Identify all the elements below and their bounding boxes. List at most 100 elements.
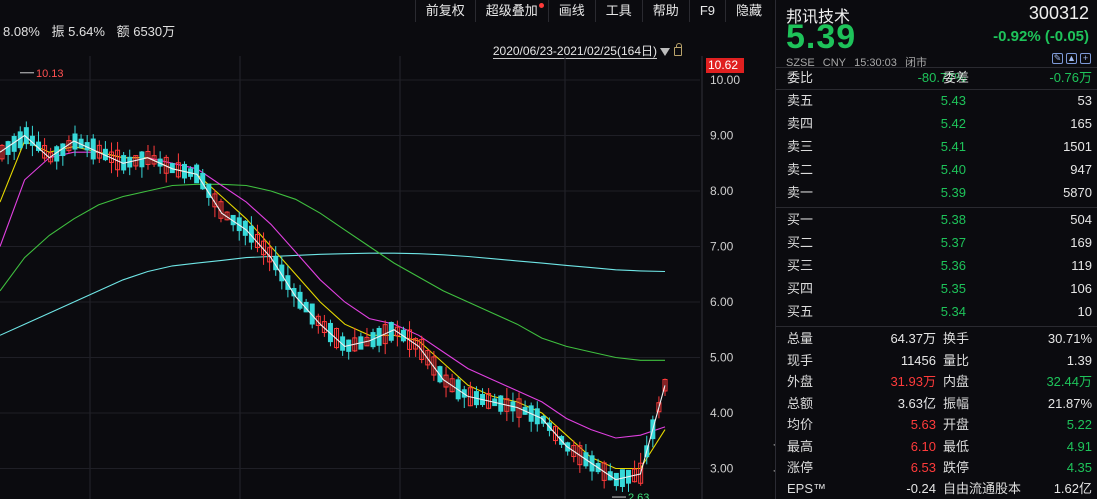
candle-body	[327, 322, 333, 343]
candle-body	[212, 193, 218, 208]
bid-row[interactable]: 买一 5.38 504	[776, 208, 1097, 232]
stats-row: 均价 5.63 开盘 5.22	[776, 414, 1097, 436]
stat-value: 5.63	[910, 417, 936, 432]
y-tick-label: 9.00	[710, 129, 734, 143]
add-icon[interactable]: +	[1080, 53, 1091, 64]
stat-value: -0.24	[906, 481, 936, 496]
ask-label: 卖四	[787, 116, 814, 131]
candle-body	[443, 374, 449, 388]
candle-body	[261, 240, 267, 256]
ask-label: 卖二	[787, 162, 814, 177]
candle-body	[0, 144, 5, 160]
ask-row[interactable]: 卖五 5.43 53	[776, 89, 1097, 113]
stat-label: 最高	[787, 438, 814, 454]
stats-row: 外盘 31.93万 内盘 32.44万	[776, 371, 1097, 393]
kline-chart-canvas[interactable]: 10.00 9.00 8.00 7.00 6.00 5.00 4.00 3.00 10.13 2.…	[0, 56, 772, 499]
candle-body	[601, 462, 607, 481]
candle-body	[303, 301, 309, 313]
notification-dot-icon	[538, 3, 544, 8]
stat-value: 6.10	[910, 438, 936, 454]
candle-body	[291, 287, 297, 297]
candle-body	[309, 303, 315, 325]
stat-label: 总额	[787, 395, 814, 411]
toolbar-draw-line-button[interactable]: 画线	[547, 0, 595, 22]
candle-body	[449, 378, 455, 393]
stat-label: 现手	[787, 352, 814, 368]
divider	[776, 89, 1097, 90]
toolbar-forward-adjust-button[interactable]: 前复权	[414, 0, 475, 22]
kline-chart-panel[interactable]: 前复权 超级叠加 画线 工具 帮助 F9 隐藏 8.08% 振 5.64% 额 …	[0, 0, 772, 499]
bid-row[interactable]: 买二 5.37 169	[776, 231, 1097, 255]
stat-label: 最低	[943, 438, 970, 454]
candle-body	[334, 328, 340, 349]
price-change: -0.92% (-0.05)	[993, 28, 1089, 45]
stat-value: 4.35	[1066, 460, 1092, 475]
bid-label: 买一	[787, 212, 814, 227]
stats-row: 总量 64.37万 换手 30.71%	[776, 328, 1097, 350]
toolbar-super-overlay-button[interactable]: 超级叠加	[474, 0, 548, 22]
quote-panel: 邦讯技术 300312 5.39 -0.92% (-0.05) SZSE CNY…	[775, 0, 1097, 499]
toolbar-f9-button[interactable]: F9	[688, 0, 725, 22]
candle-body	[425, 350, 431, 366]
ask-volume: 947	[1070, 162, 1092, 177]
stock-code: 300312	[1028, 3, 1089, 23]
ask-price: 5.40	[940, 162, 966, 177]
quote-time: 15:30:03	[854, 57, 897, 69]
stat-value: 3.63亿	[897, 395, 936, 411]
candle-body	[407, 329, 413, 350]
flag-icon[interactable]: ▲	[1066, 53, 1077, 64]
candle-body	[315, 315, 321, 326]
toolbar-tools-button[interactable]: 工具	[594, 0, 642, 22]
weibi-value: -80.77%	[917, 70, 966, 85]
stat-label: 开盘	[943, 417, 970, 432]
stat-label: 涨停	[787, 460, 814, 475]
candle-body	[321, 321, 327, 334]
stock-name: 邦讯技术	[786, 9, 851, 26]
candle-body	[297, 291, 303, 309]
bid-row[interactable]: 买三 5.36 119	[776, 254, 1097, 278]
candle-body	[340, 336, 346, 351]
amplitude-text: 振 5.64%	[51, 24, 105, 39]
bid-label: 买二	[787, 235, 814, 250]
amount-text: 额 6530万	[116, 24, 176, 39]
toolbar-help-button[interactable]: 帮助	[641, 0, 689, 22]
divider	[776, 67, 1097, 68]
candle-body	[267, 247, 273, 263]
dropdown-triangle-icon[interactable]	[660, 47, 670, 56]
stat-label: 内盘	[943, 374, 970, 389]
stats-row: 最高 6.10 最低 4.91	[776, 436, 1097, 458]
candle-body	[279, 264, 285, 282]
candle-body	[285, 275, 291, 290]
toolbar-hide-button[interactable]: 隐藏	[724, 0, 772, 22]
bid-volume: 119	[1071, 258, 1092, 273]
stat-value: 64.37万	[890, 331, 936, 346]
ask-row[interactable]: 卖三 5.41 1501	[776, 135, 1097, 159]
candle-body	[431, 356, 437, 376]
divider	[776, 207, 1097, 208]
market-status: 闭市	[904, 57, 927, 69]
lock-icon[interactable]	[674, 43, 682, 57]
edit-icon[interactable]: ✎	[1052, 53, 1063, 64]
ask-label: 卖三	[787, 139, 814, 154]
ask-label: 卖一	[787, 185, 814, 200]
stat-value: 30.71%	[1047, 331, 1092, 346]
low-annotation: 2.63	[628, 492, 649, 499]
bid-row[interactable]: 买四 5.35 106	[776, 277, 1097, 301]
bid-label: 买四	[787, 281, 814, 296]
y-tick-label: 4.00	[710, 406, 734, 420]
ask-row[interactable]: 卖一 5.39 5870	[776, 181, 1097, 205]
bid-row[interactable]: 买五 5.34 10	[776, 300, 1097, 324]
date-range-selector[interactable]: 2020/06/23-2021/02/25(164日)	[492, 42, 682, 59]
exchange-text: SZSE	[786, 57, 815, 69]
ask-volume: 165	[1070, 116, 1092, 131]
y-tick-label: 7.00	[710, 240, 734, 254]
stats-row: 现手 11456 量比 1.39	[776, 350, 1097, 372]
weicha-label: 委差	[943, 70, 970, 85]
ask-row[interactable]: 卖四 5.42 165	[776, 112, 1097, 136]
candle-body	[394, 326, 400, 337]
candle-body	[254, 234, 260, 249]
ask-row[interactable]: 卖二 5.40 947	[776, 158, 1097, 182]
toolbar-super-overlay-label: 超级叠加	[485, 3, 538, 18]
y-tick-label: 6.00	[710, 295, 734, 309]
stat-value: 11456	[900, 352, 936, 368]
